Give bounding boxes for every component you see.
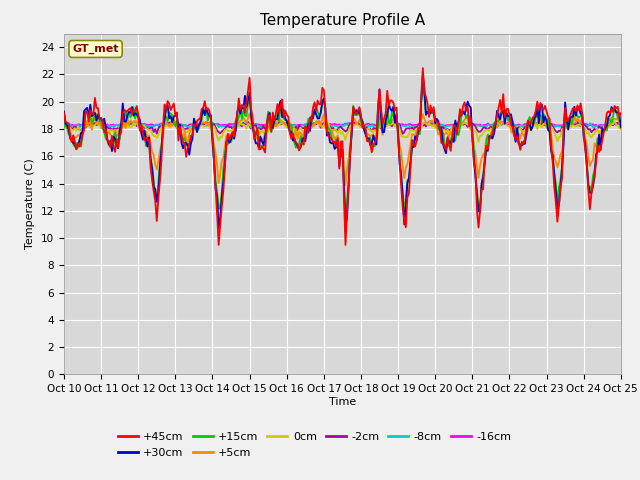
X-axis label: Time: Time — [329, 397, 356, 407]
Y-axis label: Temperature (C): Temperature (C) — [26, 158, 35, 250]
Title: Temperature Profile A: Temperature Profile A — [260, 13, 425, 28]
Text: GT_met: GT_met — [72, 44, 119, 54]
Legend: +45cm, +30cm, +15cm, +5cm, 0cm, -2cm, -8cm, -16cm: +45cm, +30cm, +15cm, +5cm, 0cm, -2cm, -8… — [113, 428, 516, 462]
